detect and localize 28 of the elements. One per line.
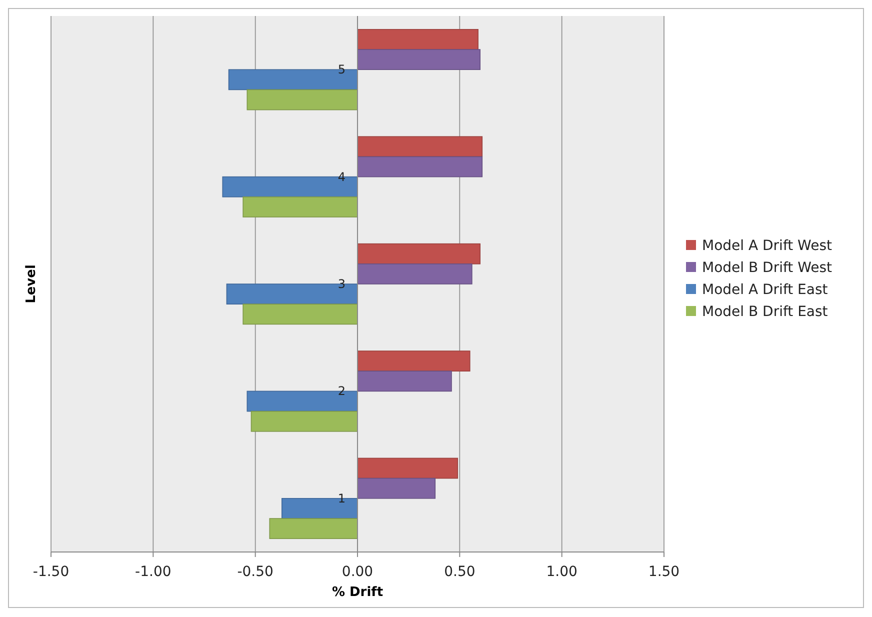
bar bbox=[250, 410, 358, 432]
bar bbox=[357, 264, 472, 284]
x-tick-label: -1.50 bbox=[32, 564, 70, 580]
legend-label: Model A Drift East bbox=[702, 282, 828, 298]
bar bbox=[357, 49, 480, 70]
bar bbox=[357, 156, 483, 178]
bar bbox=[242, 196, 358, 218]
legend-label: Model B Drift West bbox=[702, 260, 833, 276]
bar bbox=[242, 304, 358, 325]
x-tick-label: 1.50 bbox=[648, 564, 680, 580]
x-tick-label: 1.00 bbox=[546, 564, 578, 580]
y-axis-title: Level bbox=[24, 264, 39, 304]
x-tick-label: -0.50 bbox=[237, 564, 274, 580]
bar bbox=[269, 518, 358, 539]
bar bbox=[357, 136, 483, 158]
legend-label: Model B Drift East bbox=[702, 304, 828, 320]
bar bbox=[357, 243, 480, 264]
legend-label: Model A Drift West bbox=[702, 238, 832, 254]
bar bbox=[357, 458, 458, 479]
x-tick-label: -1.00 bbox=[135, 564, 172, 580]
x-tick-label: 0.00 bbox=[342, 564, 374, 580]
x-tick-label: 0.50 bbox=[444, 564, 476, 580]
bar bbox=[357, 478, 436, 499]
bar bbox=[357, 370, 452, 392]
bar bbox=[357, 29, 478, 50]
x-axis-title: % Drift bbox=[332, 585, 384, 600]
bar bbox=[246, 89, 358, 110]
bar bbox=[357, 350, 470, 372]
